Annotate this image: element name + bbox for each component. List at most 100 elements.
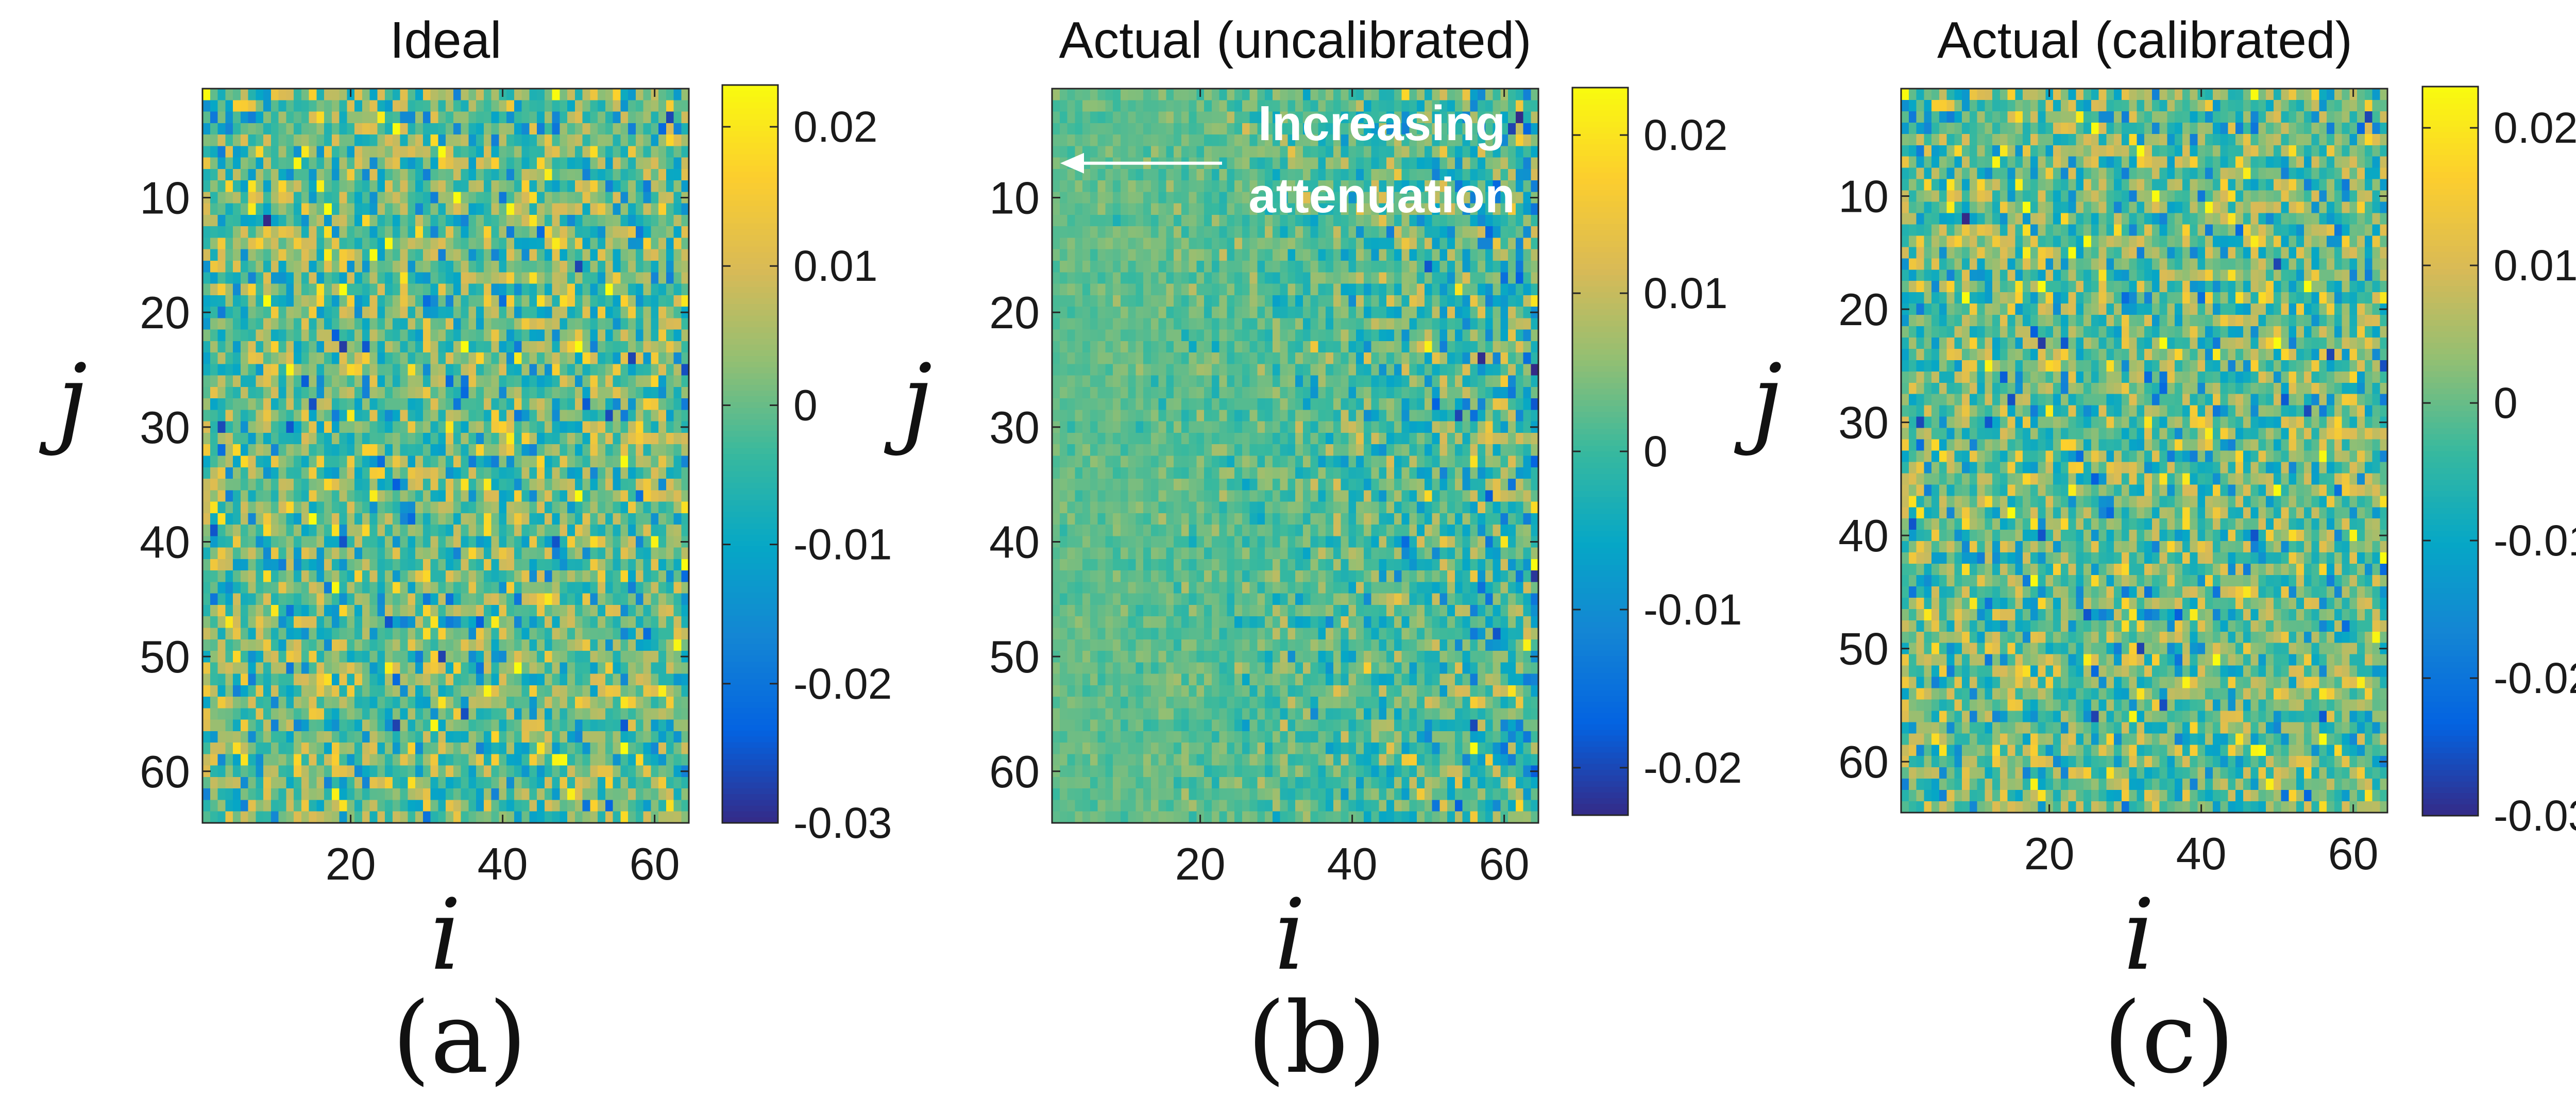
heatmap-cell [643,547,651,560]
heatmap-cell [483,386,492,399]
heatmap-cell [217,777,226,789]
colorbar-segment [722,494,778,501]
heatmap-cell [339,352,347,365]
heatmap-cell [210,157,218,170]
heatmap-cell [210,272,218,284]
heatmap-cell [476,743,484,755]
heatmap-cell [506,536,515,548]
heatmap-cell [263,329,272,342]
heatmap-cell [605,214,614,227]
heatmap-cell [385,697,393,709]
heatmap-cell [347,307,355,319]
heatmap-cell [430,295,438,307]
heatmap-cell [324,386,332,399]
heatmap-cell [225,134,233,147]
heatmap-cell [263,134,272,147]
heatmap-cell [453,800,462,812]
heatmap-cell [666,765,674,778]
heatmap-cell [278,272,286,284]
heatmap-cell [446,513,454,525]
heatmap-cell [574,260,583,273]
heatmap-cell [240,375,249,387]
heatmap-cell [1105,146,1113,158]
heatmap-cell [369,168,378,181]
heatmap-cell [1265,123,1273,135]
heatmap-cell [331,375,340,387]
heatmap-cell [499,134,507,147]
heatmap-cell [248,765,256,778]
heatmap-cell [339,111,347,124]
heatmap-cell [1341,157,1349,170]
heatmap-cell [256,341,264,353]
heatmap-cell [278,811,286,823]
heatmap-cell [347,123,355,135]
heatmap-cell [446,501,454,514]
heatmap-cell [324,341,332,353]
heatmap-cell [301,307,310,319]
heatmap-cell [560,180,568,193]
heatmap-cell [331,743,340,755]
heatmap-cell [270,754,279,766]
heatmap-cell [286,272,294,284]
heatmap-cell [316,490,325,502]
heatmap-cell [354,501,363,514]
heatmap-cell [1531,100,1539,112]
heatmap-cell [514,295,522,307]
heatmap-cell [552,341,560,353]
heatmap-cell [210,513,218,525]
heatmap-cell [1409,134,1417,147]
heatmap-cell [430,559,438,571]
heatmap-cell [430,123,438,135]
heatmap-cell [537,593,545,605]
heatmap-cell [461,168,469,181]
heatmap-cell [620,283,629,296]
heatmap-cell [263,283,272,296]
heatmap-cell [354,743,363,755]
heatmap-cell [1249,192,1258,204]
heatmap-cell [377,260,385,273]
heatmap-cell [1082,180,1091,193]
heatmap-cell [673,260,682,273]
heatmap-cell [369,111,378,124]
heatmap-cell [643,89,651,100]
heatmap-cell [560,352,568,365]
heatmap-cell [446,444,454,457]
heatmap-cell [574,754,583,766]
heatmap-cell [210,685,218,697]
heatmap-cell [643,364,651,376]
heatmap-cell [666,639,674,651]
heatmap-cell [385,398,393,411]
heatmap-cell [1150,123,1159,135]
heatmap-cell [468,168,477,181]
heatmap-cell [324,593,332,605]
heatmap-cell [537,479,545,491]
heatmap-cell [324,89,332,100]
heatmap-cell [248,180,256,193]
heatmap-cell [628,260,636,273]
colorbar-segment [722,298,778,305]
heatmap-cell [408,651,416,663]
heatmap-cell [552,673,560,686]
x-tick-label: 20 [326,838,376,889]
heatmap-cell [620,180,629,193]
heatmap-cell [521,192,530,204]
heatmap-cell [294,582,302,594]
heatmap-cell [270,168,279,181]
heatmap-cell [263,444,272,457]
heatmap-cell [1219,180,1227,193]
heatmap-cell [400,398,408,411]
heatmap-cell [574,375,583,387]
heatmap-cell [210,777,218,789]
heatmap-cell [643,490,651,502]
heatmap-cell [369,604,378,617]
heatmap-cell [1265,111,1273,124]
colorbar-segment [722,194,778,201]
heatmap-cell [673,628,682,640]
heatmap-cells [202,89,689,823]
heatmap-cell [560,386,568,399]
heatmap-cell [233,375,241,387]
heatmap-cell [1356,123,1364,135]
heatmap-cell [673,743,682,755]
heatmap-cell [1128,100,1136,112]
heatmap-cell [294,283,302,296]
